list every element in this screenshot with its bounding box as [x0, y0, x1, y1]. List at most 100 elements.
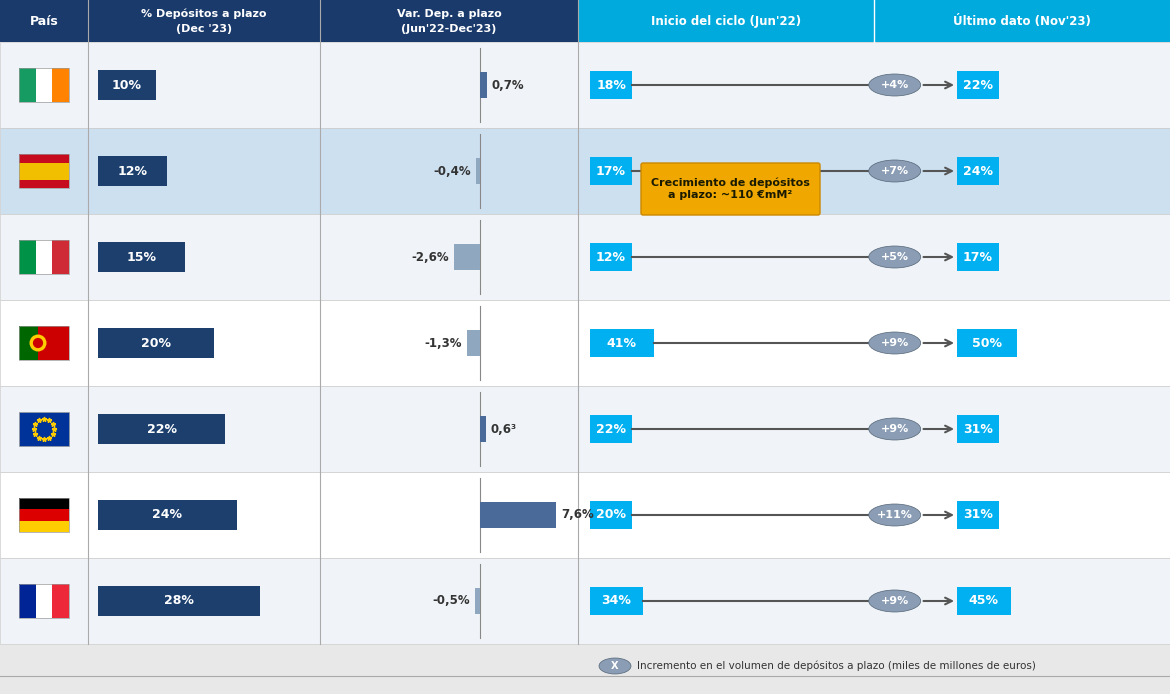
Text: 0,6³: 0,6³	[491, 423, 517, 436]
Bar	[590, 157, 632, 185]
Ellipse shape	[868, 332, 921, 354]
Bar	[19, 68, 69, 102]
Text: 18%: 18%	[596, 78, 626, 92]
Text: -0,5%: -0,5%	[433, 595, 470, 607]
Text: +11%: +11%	[876, 510, 913, 520]
Text: +5%: +5%	[881, 252, 909, 262]
Bar	[53, 584, 69, 618]
Bar	[19, 326, 37, 360]
Text: -1,3%: -1,3%	[425, 337, 462, 350]
Text: Crecimiento de depósitos
a plazo: ~110 €mM²: Crecimiento de depósitos a plazo: ~110 €…	[651, 178, 810, 200]
Text: 17%: 17%	[596, 164, 626, 178]
Text: 50%: 50%	[972, 337, 1002, 350]
Text: Inicio del ciclo (Jun'22): Inicio del ciclo (Jun'22)	[651, 15, 801, 28]
Bar	[19, 520, 69, 532]
Text: 20%: 20%	[596, 509, 626, 521]
Text: (Dec '23): (Dec '23)	[176, 24, 232, 34]
Bar	[957, 329, 1017, 357]
Circle shape	[29, 335, 47, 351]
FancyBboxPatch shape	[641, 163, 820, 215]
Bar	[19, 154, 69, 162]
Bar	[19, 326, 69, 360]
Text: 24%: 24%	[963, 164, 993, 178]
Ellipse shape	[868, 590, 921, 612]
Text: 28%: 28%	[164, 595, 194, 607]
Bar	[19, 240, 35, 274]
Bar	[98, 156, 167, 186]
Text: 31%: 31%	[963, 423, 993, 436]
Bar	[98, 414, 225, 444]
Text: País: País	[29, 15, 58, 28]
Bar	[37, 326, 69, 360]
Bar	[578, 0, 1170, 42]
Bar	[35, 240, 53, 274]
Text: +7%: +7%	[881, 166, 909, 176]
Text: -2,6%: -2,6%	[412, 251, 449, 264]
Text: +9%: +9%	[881, 596, 909, 606]
Ellipse shape	[868, 504, 921, 526]
Text: +9%: +9%	[881, 338, 909, 348]
Bar	[0, 214, 1170, 300]
Text: +9%: +9%	[881, 424, 909, 434]
Bar	[19, 68, 35, 102]
Bar	[957, 415, 999, 443]
Bar	[0, 42, 1170, 128]
Bar	[19, 180, 69, 188]
Bar	[98, 70, 156, 100]
Bar	[98, 586, 260, 616]
Text: 22%: 22%	[596, 423, 626, 436]
Text: Incremento en el volumen de depósitos a plazo (miles de millones de euros): Incremento en el volumen de depósitos a …	[636, 661, 1035, 671]
Bar	[98, 328, 214, 358]
Text: 34%: 34%	[601, 595, 632, 607]
Bar	[19, 584, 35, 618]
Ellipse shape	[868, 160, 921, 182]
Bar	[53, 68, 69, 102]
Bar	[590, 329, 654, 357]
Text: Var. Dep. a plazo: Var. Dep. a plazo	[397, 9, 502, 19]
Text: (Jun'22-Dec'23): (Jun'22-Dec'23)	[401, 24, 497, 34]
Text: 7,6%: 7,6%	[560, 509, 593, 521]
Bar	[53, 240, 69, 274]
Text: 17%: 17%	[963, 251, 993, 264]
Bar	[590, 501, 632, 529]
Text: 10%: 10%	[112, 78, 142, 92]
Bar	[590, 243, 632, 271]
Bar	[590, 587, 642, 615]
Bar	[19, 240, 69, 274]
Ellipse shape	[599, 658, 631, 674]
Bar	[35, 68, 53, 102]
Bar	[0, 300, 1170, 386]
Bar	[19, 498, 69, 509]
Text: -0,4%: -0,4%	[433, 164, 472, 178]
Text: 22%: 22%	[146, 423, 177, 436]
Bar	[590, 415, 632, 443]
Bar	[19, 154, 69, 188]
Bar	[98, 500, 236, 530]
Text: +4%: +4%	[881, 80, 909, 90]
Bar	[957, 501, 999, 529]
Circle shape	[33, 338, 43, 348]
Ellipse shape	[868, 418, 921, 440]
Bar	[480, 72, 487, 98]
Bar	[476, 158, 480, 184]
Bar	[480, 502, 556, 528]
Text: X: X	[611, 661, 619, 671]
Text: 41%: 41%	[607, 337, 636, 350]
Bar	[957, 587, 1011, 615]
Bar	[0, 472, 1170, 558]
Bar	[0, 386, 1170, 472]
Text: 24%: 24%	[152, 509, 183, 521]
Bar	[467, 330, 480, 356]
Text: % Depósitos a plazo: % Depósitos a plazo	[142, 9, 267, 19]
Bar	[19, 509, 69, 520]
Ellipse shape	[868, 246, 921, 268]
Bar	[957, 157, 999, 185]
Bar	[957, 71, 999, 99]
Text: 31%: 31%	[963, 509, 993, 521]
Bar	[480, 416, 486, 442]
Text: Último dato (Nov'23): Último dato (Nov'23)	[954, 15, 1090, 28]
Bar	[19, 584, 69, 618]
Text: 22%: 22%	[963, 78, 993, 92]
Text: 20%: 20%	[140, 337, 171, 350]
Bar	[590, 71, 632, 99]
